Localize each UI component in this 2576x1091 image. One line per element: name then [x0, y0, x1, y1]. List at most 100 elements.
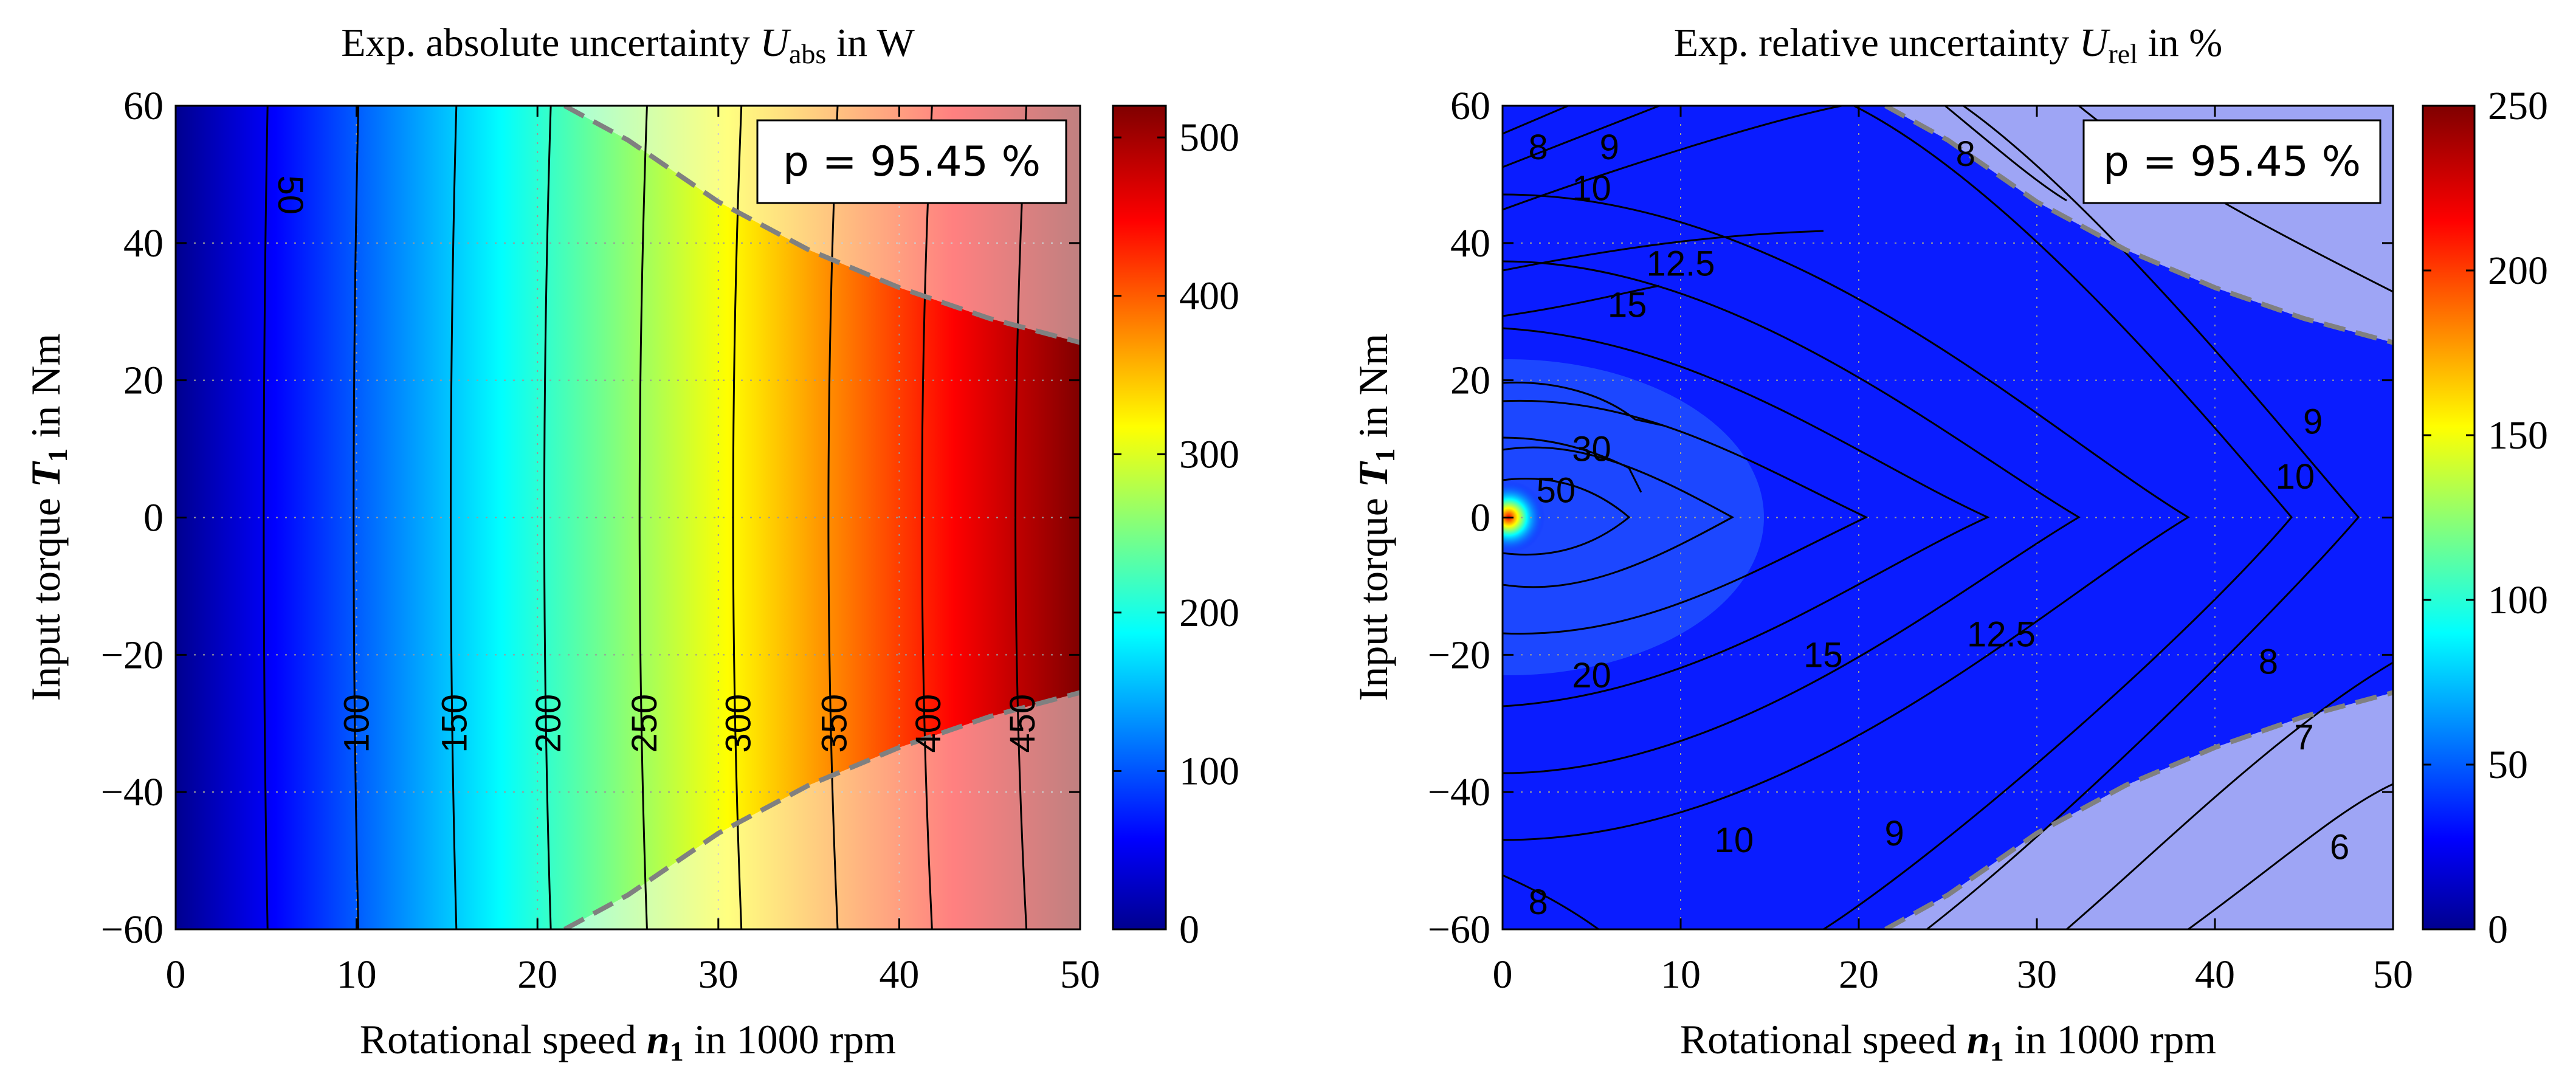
ylabel-symbol: T: [1350, 461, 1396, 487]
xlabel-symbol: n: [647, 1016, 670, 1062]
contour-label: 10: [1572, 169, 1611, 208]
x-tick-label: 40: [879, 952, 919, 997]
contour-label: 100: [337, 694, 377, 753]
contour-line: [450, 106, 458, 929]
contour-label: 6: [2330, 828, 2349, 867]
colorbar: 0 100 200 300 400 500: [1112, 105, 1239, 952]
x-tick-label: 50: [2373, 952, 2413, 997]
contour-label: 400: [909, 694, 948, 753]
contour-lines: [263, 106, 1028, 929]
y-tick-label: 60: [1450, 84, 1490, 128]
hotspot: [1503, 481, 1545, 554]
ylabel-subscript: 1: [42, 449, 73, 463]
contour-label: 150: [435, 694, 474, 753]
y-tick-label: 0: [143, 496, 164, 540]
ylabel-prefix: Input torque: [1350, 487, 1396, 701]
title-prefix: Exp. absolute uncertainty: [341, 21, 760, 65]
relative-uncertainty-panel: Exp. relative uncertainty Urel in %: [1350, 21, 2548, 1067]
colorbar-tick-label: 300: [1179, 432, 1239, 477]
contour-label: 9: [2303, 402, 2323, 441]
title-symbol: U: [2079, 21, 2111, 65]
y-tick-label: 60: [123, 84, 164, 128]
contour-line: [1014, 106, 1028, 929]
title-subscript: abs: [789, 38, 826, 69]
contour-label: 8: [2259, 642, 2278, 682]
boundary-line-bottom: [563, 690, 1080, 929]
colorbar-ticks: 0 100 200 300 400 500: [1113, 115, 1239, 952]
title-subscript: rel: [2108, 38, 2138, 69]
colorbar-tick-label: 0: [2488, 907, 2508, 952]
xlabel-symbol: n: [1967, 1016, 1990, 1062]
colorbar: 0 50 100 150 200 250: [2422, 84, 2548, 952]
colorbar-tick-label: 400: [1179, 274, 1239, 318]
annotation-text: p = 95.45 %: [2103, 138, 2361, 186]
y-tick-label: −60: [101, 907, 164, 952]
contour-label: 9: [1884, 814, 1904, 853]
xlabel-subscript: 1: [1990, 1036, 2004, 1067]
x-tick-label: 50: [1060, 952, 1100, 997]
boundary-line-bottom: [1884, 690, 2393, 929]
contour-label: 350: [814, 694, 854, 753]
axes: 0 10 20 30 40 50 −60 −40 −20 0 20 40 60: [101, 84, 1100, 997]
x-tick-label: 30: [2017, 952, 2057, 997]
contour-label: 7: [2294, 718, 2313, 757]
colorbar-tick-label: 50: [2488, 743, 2528, 787]
ylabel-symbol: T: [22, 461, 69, 487]
y-axis-label: Input torque T1 in Nm: [1350, 334, 1400, 701]
title-prefix: Exp. relative uncertainty: [1674, 21, 2079, 65]
colorbar-gradient: [2422, 105, 2476, 931]
chart-title: Exp. relative uncertainty Urel in %: [1674, 21, 2223, 69]
colorbar-tick-label: 100: [2488, 578, 2548, 622]
colorbar-tick-label: 500: [1179, 115, 1239, 160]
x-tick-label: 10: [337, 952, 377, 997]
contour-label: 15: [1608, 285, 1647, 325]
contour-line: [921, 106, 933, 929]
invalid-region-bottom: [564, 692, 1080, 929]
contour-label: 50: [1537, 470, 1576, 510]
y-tick-label: −40: [101, 770, 164, 814]
axes: 0 10 20 30 40 50 −60 −40 −20 0 20 40 60: [1428, 84, 2413, 997]
contour-line: [263, 106, 269, 929]
x-tick-label: 20: [1839, 952, 1879, 997]
y-tick-label: 20: [1450, 359, 1490, 403]
contour-line: [353, 106, 360, 929]
title-symbol: U: [760, 21, 791, 65]
contour-label: 12.5: [1647, 244, 1715, 284]
x-tick-label: 10: [1661, 952, 1701, 997]
title-suffix: in W: [826, 21, 915, 65]
title-suffix: in %: [2138, 21, 2222, 65]
boundary-line-top: [563, 106, 1080, 345]
ylabel-prefix: Input torque: [22, 487, 69, 701]
contour-label: 8: [1956, 134, 1975, 174]
xlabel-prefix: Rotational speed: [1680, 1016, 1967, 1062]
xlabel-suffix: in 1000 rpm: [684, 1016, 896, 1062]
ylabel-suffix: in Nm: [22, 334, 69, 449]
colorbar-gradient: [1112, 105, 1167, 931]
contour-labels: 50 100 150 200 250 300 350 400 450: [270, 176, 1042, 753]
xlabel-prefix: Rotational speed: [360, 1016, 647, 1062]
colorbar-tick-label: 100: [1179, 749, 1239, 793]
x-tick-label: 30: [698, 952, 739, 997]
colorbar-tick-label: 200: [2488, 249, 2548, 293]
contour-line: [638, 106, 648, 929]
colorbar-ticks: 0 50 100 150 200 250: [2423, 84, 2548, 952]
colorbar-tick-label: 200: [1179, 591, 1239, 635]
contour-line: [543, 106, 552, 929]
contour-label: 15: [1803, 635, 1843, 675]
colorbar-tick-label: 150: [2488, 413, 2548, 458]
y-tick-label: 20: [123, 359, 164, 403]
annotation-box: p = 95.45 %: [2082, 119, 2381, 204]
y-tick-label: 40: [1450, 221, 1490, 266]
absolute-uncertainty-panel: Exp. absolute uncertainty Uabs in W 5010…: [22, 21, 1239, 1067]
contour-label: 12.5: [1967, 614, 2036, 654]
contour-label: 10: [2276, 457, 2315, 497]
contour-label: 9: [1600, 128, 1619, 167]
x-tick-label: 0: [166, 952, 186, 997]
contour-label: 8: [1528, 128, 1548, 167]
boundary-line-top: [1884, 106, 2393, 345]
y-tick-label: −20: [1428, 633, 1490, 677]
contour-lines: [1503, 106, 2393, 929]
y-tick-label: 40: [123, 221, 164, 266]
